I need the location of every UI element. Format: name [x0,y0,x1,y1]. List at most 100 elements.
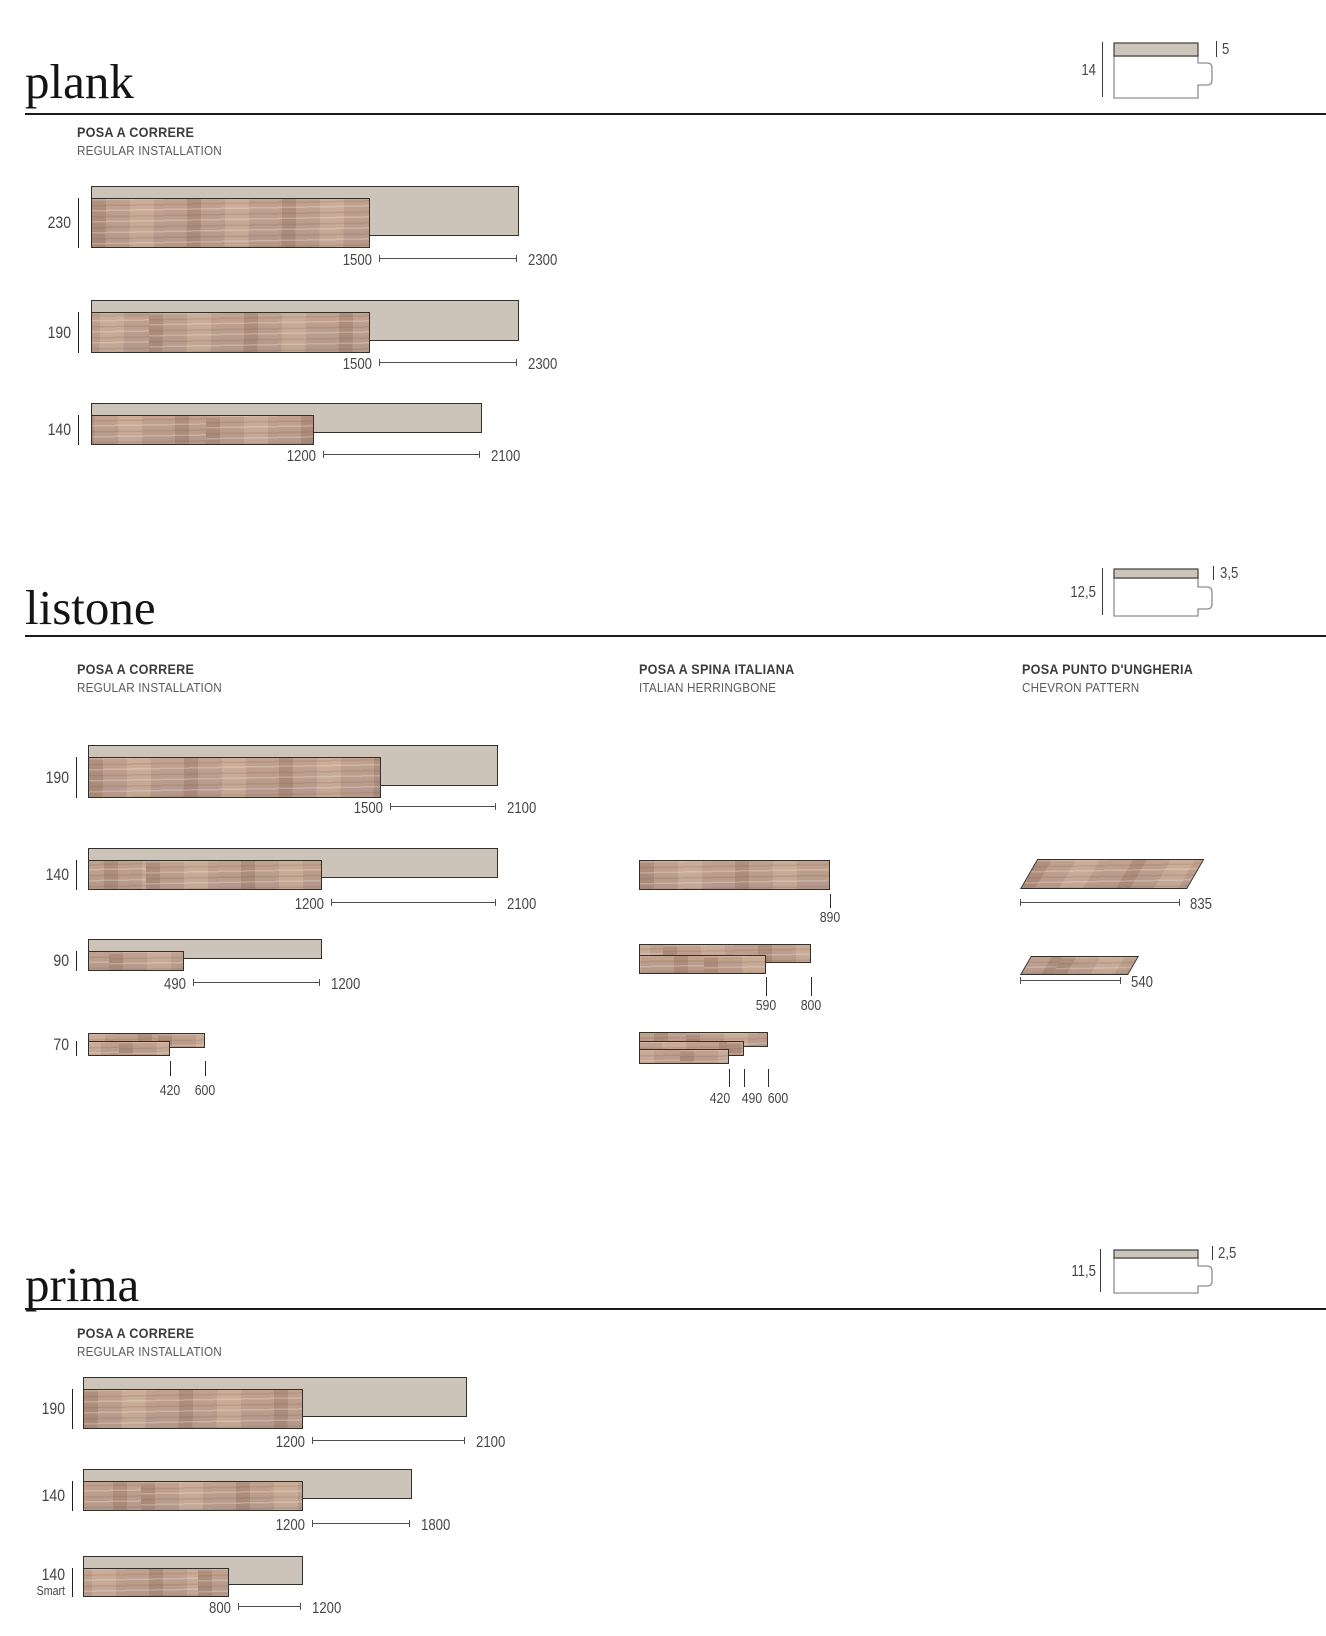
min-length-label: 1500 [342,252,372,269]
dimension-line [379,255,517,262]
wood-plank [91,198,370,248]
length-label: 800 [800,998,822,1014]
wood-plank [91,415,314,445]
section-rule-prima [25,1308,1326,1310]
wood-plank [88,757,381,798]
dimension-line [331,899,496,906]
profile-layer-tick [1213,566,1215,580]
profile-top-layer-label: 5 [1222,41,1230,58]
max-length-label: 2100 [507,896,537,913]
dimension-line [323,451,480,458]
profile-total-thickness-label: 12,5 [1070,584,1096,601]
width-tick [72,1481,74,1511]
dimension-line [1020,899,1180,906]
width-label: 140 Smart [19,1566,65,1599]
profile-top-layer-label: 3,5 [1220,565,1239,582]
column-heading-listone-herringbone: POSA A SPINA ITALIANA ITALIAN HERRINGBON… [639,661,812,695]
profile-layer-tick [1212,1246,1214,1260]
length-label: 590 [755,998,777,1014]
installation-subheading: REGULAR INSTALLATION [77,680,222,695]
length-label: 600 [194,1083,216,1099]
dimension-line [379,359,517,366]
column-heading-plank-regular: POSA A CORRERE REGULAR INSTALLATION [77,124,238,158]
dimension-line [390,803,496,810]
installation-heading: POSA A CORRERE [77,1325,195,1341]
profile-cross-section [1113,42,1213,99]
width-tick [78,415,80,445]
max-length-label: 1800 [421,1517,451,1534]
width-label: 140 [45,866,69,884]
length-tick [830,894,832,908]
installation-subheading: ITALIAN HERRINGBONE [639,680,777,695]
profile-cross-section [1113,568,1213,617]
wood-plank [83,1481,303,1511]
installation-subheading: REGULAR INSTALLATION [77,1344,222,1359]
installation-subheading: REGULAR INSTALLATION [77,143,222,158]
width-label: 230 [47,214,71,232]
section-rule-listone [25,635,1326,637]
min-length-label: 1200 [275,1434,305,1451]
installation-heading: POSA A CORRERE [77,124,195,140]
min-length-label: 800 [209,1600,231,1617]
width-tick [72,1568,74,1597]
profile-layer-tick [1216,41,1218,57]
width-tick [72,1389,74,1429]
width-tick [76,860,78,890]
profile-total-thickness-label: 11,5 [1071,1263,1096,1280]
width-tick [76,951,78,971]
width-sublabel: Smart [36,1583,65,1598]
length-tick [766,977,768,996]
profile-top-layer-label: 2,5 [1218,1245,1237,1262]
max-length-label: 1200 [331,976,361,993]
profile-thickness-line [1102,42,1104,97]
length-tick [205,1061,207,1076]
installation-heading: POSA PUNTO D'UNGHERIA [1022,661,1194,677]
dimension-line [1020,977,1121,984]
width-label: 190 [47,323,71,342]
length-tick [729,1069,731,1087]
profile-cross-section [1113,1249,1213,1294]
width-label: 190 [45,768,69,787]
length-label: 600 [767,1091,789,1107]
min-length-label: 1500 [353,800,383,817]
length-label: 540 [1131,974,1153,991]
length-label: 890 [819,910,841,926]
dimension-line [312,1437,465,1444]
section-title-plank: plank [25,54,134,109]
column-heading-prima-regular: POSA A CORRERE REGULAR INSTALLATION [77,1325,238,1359]
installation-heading: POSA A SPINA ITALIANA [639,661,795,677]
column-heading-listone-regular: POSA A CORRERE REGULAR INSTALLATION [77,661,238,695]
profile-thickness-line [1100,1249,1102,1292]
max-length-label: 2300 [528,356,558,373]
wood-plank [83,1389,303,1429]
min-length-label: 490 [164,976,186,993]
max-length-label: 2100 [491,448,521,465]
min-length-label: 1200 [275,1517,305,1534]
min-length-label: 1200 [286,448,316,465]
min-length-label: 1500 [342,356,372,373]
max-length-label: 2100 [507,800,537,817]
max-length-label: 1200 [312,1600,342,1617]
dimension-line [193,979,320,986]
width-tick [78,198,80,248]
dimension-line [238,1603,301,1610]
chevron-plank [1020,859,1205,889]
wood-plank [88,1041,170,1056]
wood-plank [91,312,370,353]
length-tick [811,977,813,996]
section-title-prima: prima [25,1257,140,1312]
profile-total-thickness-label: 14 [1081,62,1096,79]
installation-subheading: CHEVRON PATTERN [1022,680,1140,695]
length-tick [170,1061,172,1076]
width-label: 190 [41,1400,65,1418]
section-title-listone: listone [25,580,156,635]
wood-plank [639,860,830,890]
width-tick [78,312,80,353]
length-label: 835 [1190,896,1212,913]
installation-heading: POSA A CORRERE [77,661,195,677]
profile-thickness-line [1102,568,1104,615]
length-tick [744,1069,746,1087]
length-label: 420 [159,1083,181,1099]
wood-plank [88,951,184,971]
